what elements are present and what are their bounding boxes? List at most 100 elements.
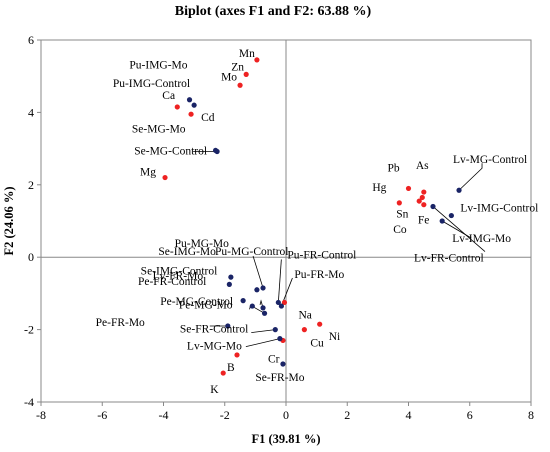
x-tick-label: 4 bbox=[406, 408, 412, 422]
observation-label-lv-img-control: Lv-IMG-Control bbox=[460, 203, 538, 215]
variable-label-cu: Cu bbox=[310, 338, 324, 350]
observation-point-pe-mg-control bbox=[260, 305, 266, 311]
variable-label-cr: Cr bbox=[268, 353, 280, 365]
variable-label-ca: Ca bbox=[162, 90, 175, 102]
variable-label-hg: Hg bbox=[372, 182, 386, 194]
observation-label-pu-fr-mo: Pu-FR-Mo bbox=[294, 269, 344, 281]
observation-point-lv-mg-mo bbox=[277, 336, 283, 342]
variable-point-na bbox=[281, 299, 288, 306]
observation-label-pe-mg-mo: Pe-MG-Mo bbox=[179, 299, 233, 311]
leader-line-pu-mg-control bbox=[252, 255, 264, 289]
variable-point-fe bbox=[421, 202, 427, 208]
leader-line-lv-mg-mo bbox=[245, 338, 280, 348]
observation-label-pu-fr-control: Pu-FR-Control bbox=[287, 249, 356, 261]
x-axis-title: F1 (39.81 %) bbox=[251, 432, 320, 446]
variable-point-cd bbox=[188, 111, 194, 117]
variable-label-zn: Zn bbox=[231, 61, 244, 73]
y-tick-label: 2 bbox=[28, 178, 34, 192]
variable-label-mn: Mn bbox=[239, 48, 255, 60]
variable-point-cu bbox=[301, 327, 307, 333]
x-tick-label: -2 bbox=[220, 408, 230, 422]
variable-point-ca bbox=[174, 104, 180, 110]
variable-label-k: K bbox=[210, 384, 219, 396]
observation-label-lv-mg-mo: Lv-MG-Mo bbox=[187, 341, 242, 353]
variable-label-co: Co bbox=[393, 224, 407, 236]
variable-label-b: B bbox=[227, 362, 235, 374]
y-tick-label: 6 bbox=[28, 33, 34, 47]
x-tick-label: -6 bbox=[97, 408, 107, 422]
y-tick-label: 4 bbox=[28, 105, 34, 119]
observation-label-pu-img-mo: Pu-IMG-Mo bbox=[129, 60, 187, 72]
x-tick-label: 8 bbox=[528, 408, 534, 422]
observation-point-pu-fr-control bbox=[275, 299, 281, 306]
observation-label-lv-mg-control: Lv-MG-Control bbox=[453, 154, 527, 166]
observation-point-pu-img-mo bbox=[186, 97, 193, 103]
variable-label-ni: Ni bbox=[329, 331, 341, 343]
y-tick-label: -4 bbox=[24, 395, 34, 409]
y-tick-label: 0 bbox=[28, 250, 34, 264]
leader-line-se-fr-control bbox=[251, 329, 276, 333]
x-tick-label: 6 bbox=[467, 408, 473, 422]
variable-point-mn bbox=[254, 57, 260, 63]
leader-line-pu-fr-control bbox=[277, 259, 282, 303]
variable-label-sn: Sn bbox=[396, 208, 408, 220]
observation-point-pu-mg-mo bbox=[254, 287, 260, 293]
observation-label-pu-mg-control: Pu-MG-Control bbox=[215, 246, 288, 258]
observation-label-se-fr-mo: Se-FR-Mo bbox=[255, 372, 304, 384]
variable-label-as: As bbox=[416, 160, 429, 172]
x-tick-label: 2 bbox=[344, 408, 350, 422]
leader-line-lv-fr-control bbox=[432, 206, 486, 252]
variable-label-cd: Cd bbox=[201, 112, 215, 124]
observation-label-se-fr-control: Se-FR-Control bbox=[180, 324, 248, 336]
variable-point-pb bbox=[405, 185, 412, 192]
chart-title: Biplot (axes F1 and F2: 63.88 %) bbox=[175, 4, 372, 19]
observation-label-pe-fr-control: Pe-FR-Control bbox=[138, 276, 206, 288]
y-tick-label: -2 bbox=[24, 323, 34, 337]
observation-label-pu-mg-mo: Pu-MG-Mo bbox=[175, 238, 230, 250]
observation-label-pe-mg-control: Pe-MG-Control bbox=[160, 296, 233, 308]
observation-label-pe-fr-mo: Pe-FR-Mo bbox=[96, 317, 145, 329]
variable-label-fe: Fe bbox=[418, 215, 430, 227]
observation-point-pe-mg-mo bbox=[261, 310, 268, 316]
variable-point-sn bbox=[419, 194, 425, 201]
variable-point-ni bbox=[317, 321, 323, 327]
observation-point-pe-fr-mo bbox=[225, 323, 231, 329]
observation-point-pu-mg-control bbox=[260, 285, 266, 291]
observation-point-pu-fr-mo bbox=[278, 303, 285, 309]
observation-label-lv-fr-control: Lv-FR-Control bbox=[414, 253, 484, 265]
observation-point-pu-img-control bbox=[191, 102, 197, 108]
observation-point-se-fr-mo bbox=[280, 361, 286, 367]
x-tick-label: -8 bbox=[36, 408, 46, 422]
observation-point-lv-fr-mo bbox=[240, 298, 246, 304]
observation-label-lv-img-mo: Lv-IMG-Mo bbox=[452, 233, 511, 245]
observation-label-pu-img-control: Pu-IMG-Control bbox=[113, 78, 190, 90]
observation-point-lv-img-control bbox=[448, 212, 454, 219]
observation-point-se-img-mo bbox=[228, 274, 234, 280]
variable-label-na: Na bbox=[298, 309, 311, 321]
variable-point-zn bbox=[243, 71, 249, 77]
observation-label-se-mg-control: Se-MG-Control bbox=[134, 145, 207, 157]
variable-point-as bbox=[421, 189, 427, 195]
y-axis-title: F2 (24.06 %) bbox=[2, 186, 16, 255]
axes-layer: -8 -6 -4 -2 0 2 4 6 8 -4 -2 0 2 4 6 bbox=[24, 33, 534, 422]
variable-label-pb: Pb bbox=[388, 162, 400, 174]
variable-point-mg bbox=[162, 174, 168, 181]
observation-point-lv-img-mo bbox=[439, 218, 445, 224]
observation-label-se-img-mo: Se-IMG-Mo bbox=[158, 246, 216, 258]
x-tick-label: 0 bbox=[283, 408, 289, 422]
points-layer bbox=[162, 57, 462, 376]
variable-point-k bbox=[220, 370, 226, 376]
observation-label-se-img-control: Se-IMG-Control bbox=[141, 265, 218, 277]
variable-point-hg bbox=[396, 200, 402, 206]
leader-line-lv-mg-control bbox=[458, 163, 483, 191]
x-tick-label: -4 bbox=[159, 408, 169, 422]
observation-point-se-img-control bbox=[226, 281, 232, 287]
observation-label-se-mg-mo: Se-MG-Mo bbox=[132, 123, 186, 135]
variable-point-co bbox=[416, 198, 422, 204]
variable-point-b bbox=[234, 352, 240, 358]
observation-label-lv-fr-mo: Lv-FR-Mo bbox=[153, 271, 204, 283]
observation-point-se-mg-control bbox=[214, 148, 220, 155]
observation-point-lv-mg-control bbox=[456, 187, 462, 193]
